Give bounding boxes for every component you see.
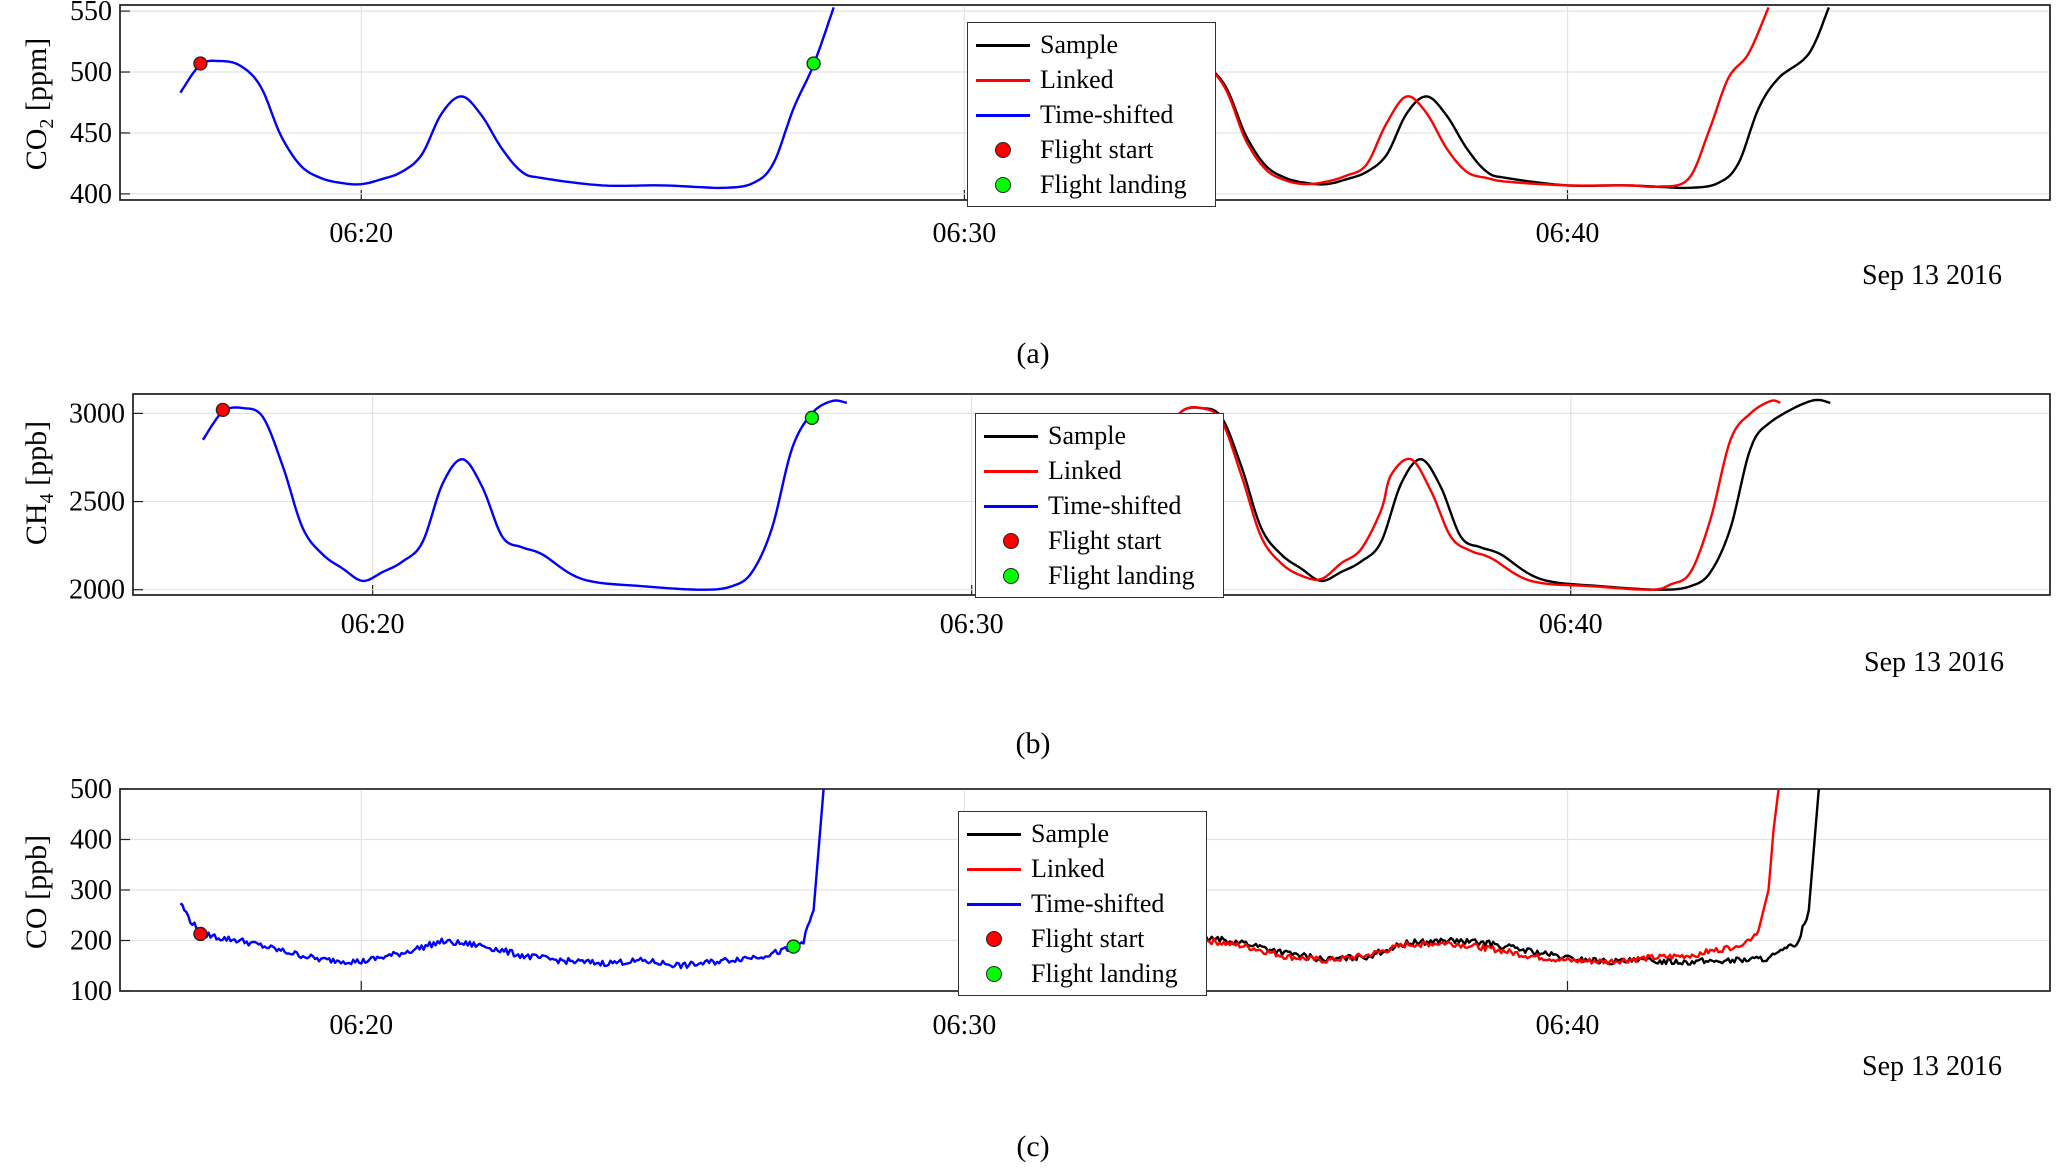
y-tick-label: 200: [70, 926, 112, 957]
series-line-time-shifted: [179, 7, 835, 190]
caption-b: (b): [1015, 727, 1051, 760]
series-line-linked: [1144, 6, 1770, 189]
x-tick-label: 06:40: [1536, 1010, 1600, 1041]
x-tick-label: 06:20: [341, 609, 405, 640]
y-tick-label: 500: [70, 774, 112, 805]
y-tick-label: 300: [70, 875, 112, 906]
legend-c: Sample Linked Time-shifted Flight start Flig…: [958, 811, 1207, 996]
legend-label: Linked: [1040, 64, 1114, 94]
legend-label: Flight start: [1048, 525, 1162, 555]
y-tick-label: 3000: [69, 398, 125, 429]
legend-label: Flight landing: [1031, 958, 1178, 988]
caption-a: (a): [1016, 337, 1050, 370]
legend-label: Time-shifted: [1031, 888, 1165, 918]
y-tick-label: 100: [70, 976, 112, 1007]
series-line-linked: [1144, 789, 1780, 966]
legend-item: Time-shifted: [974, 97, 1205, 132]
legend-label: Sample: [1031, 818, 1109, 848]
marker-flight-start: [193, 56, 208, 71]
marker-flight-landing: [786, 939, 801, 954]
legend-key: [982, 566, 1040, 586]
legend-item: Flight landing: [965, 956, 1196, 991]
y-tick-label: 2500: [69, 487, 125, 518]
legend-key: [965, 894, 1023, 914]
legend-key: [974, 105, 1032, 125]
series-line-time-shifted: [201, 399, 848, 591]
legend-label: Flight start: [1040, 134, 1154, 164]
legend-label: Time-shifted: [1048, 490, 1182, 520]
legend-item: Linked: [974, 62, 1205, 97]
legend-item: Linked: [965, 851, 1196, 886]
date-label-c: Sep 13 2016: [1862, 1051, 2002, 1082]
legend-item: Sample: [965, 816, 1196, 851]
x-tick-label: 06:20: [329, 1010, 393, 1041]
series-line-sample: [1160, 398, 1831, 591]
y-tick-label: 450: [70, 118, 112, 149]
legend-label: Sample: [1040, 29, 1118, 59]
legend-key: [982, 496, 1040, 516]
legend-label: Flight start: [1031, 923, 1145, 953]
legend-key: [974, 175, 1032, 195]
legend-label: Flight landing: [1040, 169, 1187, 199]
legend-item: Sample: [982, 418, 1213, 453]
y-axis-label-c: CO [ppb]: [20, 834, 53, 950]
legend-key: [982, 461, 1040, 481]
y-tick-label: 2000: [69, 575, 125, 606]
x-tick-label: 06:20: [329, 218, 393, 249]
x-tick-label: 06:30: [940, 609, 1004, 640]
legend-item: Flight landing: [982, 558, 1213, 593]
x-tick-label: 06:40: [1536, 218, 1600, 249]
panel-a: 06:20 06:30 06:40 400 450 500 550 CO2 [ppm] Se…: [0, 0, 2066, 370]
legend-key: [982, 426, 1040, 446]
marker-flight-landing: [804, 410, 820, 425]
date-label-a: Sep 13 2016: [1862, 260, 2002, 291]
marker-flight-start: [215, 402, 231, 418]
panel-b: 06:20 06:30 06:40 2000 2500 3000 CH4 [ppb] Se…: [20, 393, 2051, 678]
legend-key: [965, 964, 1023, 984]
legend-item: Sample: [974, 27, 1205, 62]
caption-c: (c): [1016, 1130, 1050, 1163]
legend-item: Time-shifted: [965, 886, 1196, 921]
legend-key: [974, 140, 1032, 160]
series-line-linked: [1160, 399, 1782, 591]
legend-label: Sample: [1048, 420, 1126, 450]
legend-key: [965, 929, 1023, 949]
legend-key: [965, 824, 1023, 844]
legend-key: [974, 35, 1032, 55]
legend-item: Flight start: [974, 132, 1205, 167]
legend-item: Flight landing: [974, 167, 1205, 202]
legend-label: Linked: [1031, 853, 1105, 883]
series-line-sample: [1144, 789, 1820, 966]
y-tick-label: 400: [70, 179, 112, 210]
series-line-time-shifted: [179, 789, 825, 970]
y-tick-label: 550: [70, 0, 112, 27]
legend-item: Flight start: [965, 921, 1196, 956]
legend-item: Flight start: [982, 523, 1213, 558]
y-tick-label: 400: [70, 825, 112, 856]
marker-flight-start: [193, 926, 208, 942]
marker-flight-landing: [806, 56, 821, 71]
date-label-b: Sep 13 2016: [1864, 647, 2004, 678]
legend-key: [974, 70, 1032, 90]
legend-label: Linked: [1048, 455, 1122, 485]
legend-label: Time-shifted: [1040, 99, 1174, 129]
x-tick-label: 06:30: [932, 218, 996, 249]
x-tick-label: 06:30: [932, 1010, 996, 1041]
legend-label: Flight landing: [1048, 560, 1195, 590]
legend-item: Linked: [982, 453, 1213, 488]
legend-a: Sample Linked Time-shifted Flight start Flig…: [967, 22, 1216, 207]
y-tick-label: 500: [70, 57, 112, 88]
x-tick-label: 06:40: [1539, 609, 1603, 640]
legend-b: Sample Linked Time-shifted Flight start Flig…: [975, 413, 1224, 598]
legend-key: [965, 859, 1023, 879]
legend-key: [982, 531, 1040, 551]
legend-item: Time-shifted: [982, 488, 1213, 523]
